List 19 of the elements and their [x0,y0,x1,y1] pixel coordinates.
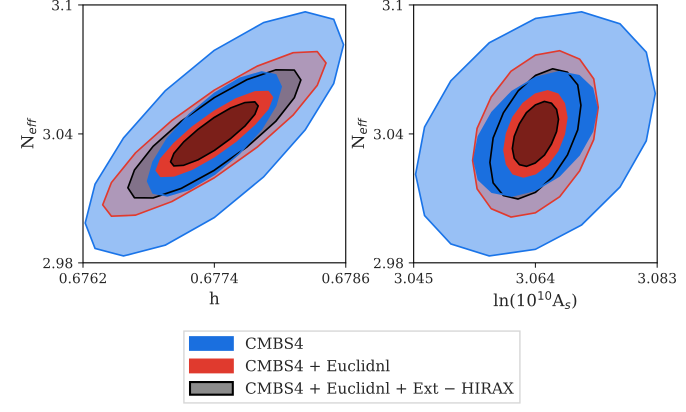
y-axis-title: N$_{eff}$ [352,118,367,148]
y-tick-label: 3.1 [382,0,402,10]
x-tick-label: 0.6786 [322,272,370,284]
y-tick-label: 2.98 [43,258,72,268]
x-tick-label: 3.064 [516,272,555,284]
x-axis-title: ln(10$^{10}$A$_{s}$) [494,291,576,310]
x-axis-title: h [210,292,220,304]
x-tick-label: 3.045 [394,272,432,284]
legend-label: CMBS4 [246,337,303,349]
y-tick-label: 2.98 [374,258,403,268]
y-tick-label: 3.04 [374,128,404,140]
y-tick-label: 3.04 [43,128,73,140]
x-tick-label: 3.083 [638,272,676,284]
legend-label: CMBS4 + Euclidnl [246,360,390,372]
y-tick-label: 3.1 [52,0,72,10]
y-axis-title: N$_{eff}$ [21,118,36,148]
x-tick-label: 0.6762 [60,272,106,284]
legend-label: CMBS4 + Euclidnl + Ext − HIRAX [246,382,514,394]
x-tick-label: 0.6774 [190,272,238,284]
